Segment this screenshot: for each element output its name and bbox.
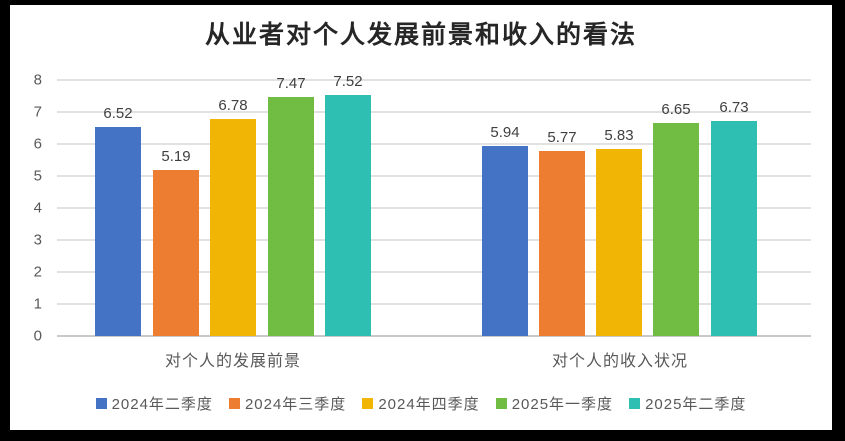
y-tick-label-4: 4 bbox=[33, 199, 42, 217]
value-label-2024年二季度-对个人的收入状况: 5.94 bbox=[490, 123, 520, 141]
gridline-1 bbox=[57, 303, 811, 305]
plot-area: 0 1 2 3 4 5 6 7 8 6.52 5.19 6.78 7.47 7.52 对个人的发展前景 5.9… bbox=[10, 5, 832, 430]
y-tick-label-7: 7 bbox=[33, 103, 42, 121]
y-tick-label-1: 1 bbox=[33, 295, 42, 313]
y-tick-label-8: 8 bbox=[33, 71, 42, 89]
bar-2024年四季度-对个人的发展前景 bbox=[210, 119, 256, 336]
value-label-2024年四季度-对个人的发展前景: 6.78 bbox=[218, 97, 248, 115]
bar-2025年一季度-对个人的收入状况 bbox=[653, 123, 699, 336]
y-tick-label-2: 2 bbox=[33, 263, 42, 281]
gridline-7 bbox=[57, 111, 811, 113]
bar-2024年二季度-对个人的发展前景 bbox=[95, 127, 141, 336]
legend: 2024年二季度 2024年三季度 2024年四季度 2025年一季度 2025年二季度 bbox=[10, 392, 832, 414]
y-tick-label-0: 0 bbox=[33, 327, 42, 345]
gridline-2 bbox=[57, 271, 811, 273]
x-axis-line bbox=[57, 335, 811, 337]
gridline-8 bbox=[57, 79, 811, 81]
gridline-4 bbox=[57, 207, 811, 209]
legend-item-2024年二季度: 2024年二季度 bbox=[95, 393, 213, 414]
gridline-3 bbox=[57, 239, 811, 241]
y-tick-label-5: 5 bbox=[33, 167, 42, 185]
legend-label: 2025年二季度 bbox=[645, 395, 747, 413]
legend-swatch bbox=[495, 397, 507, 409]
y-tick-label-6: 6 bbox=[33, 135, 42, 153]
bar-2024年四季度-对个人的收入状况 bbox=[596, 149, 642, 336]
value-label-2025年二季度-对个人的发展前景: 7.52 bbox=[333, 73, 363, 91]
legend-label: 2025年一季度 bbox=[511, 395, 614, 413]
legend-label: 2024年三季度 bbox=[244, 395, 347, 413]
legend-label: 2024年二季度 bbox=[111, 395, 213, 413]
chart-canvas: 从业者对个人发展前景和收入的看法 0 1 2 3 4 5 6 7 8 6.52 5.19 6.78 7.… bbox=[10, 5, 832, 430]
legend-swatch bbox=[629, 397, 641, 409]
value-label-2025年二季度-对个人的收入状况: 6.73 bbox=[719, 98, 749, 116]
legend-item-2024年四季度: 2024年四季度 bbox=[362, 393, 479, 414]
legend-item-2025年一季度: 2025年一季度 bbox=[495, 393, 614, 414]
value-label-2024年三季度-对个人的收入状况: 5.77 bbox=[547, 129, 577, 147]
bar-2025年二季度-对个人的收入状况 bbox=[711, 120, 757, 336]
gridline-5 bbox=[57, 175, 811, 177]
bar-2025年二季度-对个人的发展前景 bbox=[325, 95, 371, 336]
chart-title: 从业者对个人发展前景和收入的看法 bbox=[204, 21, 637, 49]
value-label-2024年三季度-对个人的发展前景: 5.19 bbox=[161, 147, 191, 165]
bar-2024年三季度-对个人的发展前景 bbox=[153, 169, 199, 336]
value-label-2025年一季度-对个人的收入状况: 6.65 bbox=[661, 101, 691, 119]
value-label-2024年四季度-对个人的收入状况: 5.83 bbox=[604, 127, 634, 145]
value-label-2025年一季度-对个人的发展前景: 7.47 bbox=[276, 74, 306, 92]
gridline-6 bbox=[57, 143, 811, 145]
legend-swatch bbox=[95, 397, 107, 409]
legend-item-2025年二季度: 2025年二季度 bbox=[629, 393, 746, 414]
bar-2024年二季度-对个人的收入状况 bbox=[482, 145, 528, 336]
legend-item-2024年三季度: 2024年三季度 bbox=[228, 393, 347, 414]
category-label-1: 对个人的发展前景 bbox=[164, 353, 302, 370]
y-tick-label-3: 3 bbox=[33, 231, 42, 249]
category-label-2: 对个人的收入状况 bbox=[551, 353, 689, 370]
legend-swatch bbox=[228, 397, 240, 409]
bar-2025年一季度-对个人的发展前景 bbox=[268, 96, 314, 336]
value-label-2024年二季度-对个人的发展前景: 6.52 bbox=[103, 105, 133, 123]
legend-swatch bbox=[362, 397, 374, 409]
bar-2024年三季度-对个人的收入状况 bbox=[539, 151, 585, 336]
legend-label: 2024年四季度 bbox=[378, 395, 480, 413]
